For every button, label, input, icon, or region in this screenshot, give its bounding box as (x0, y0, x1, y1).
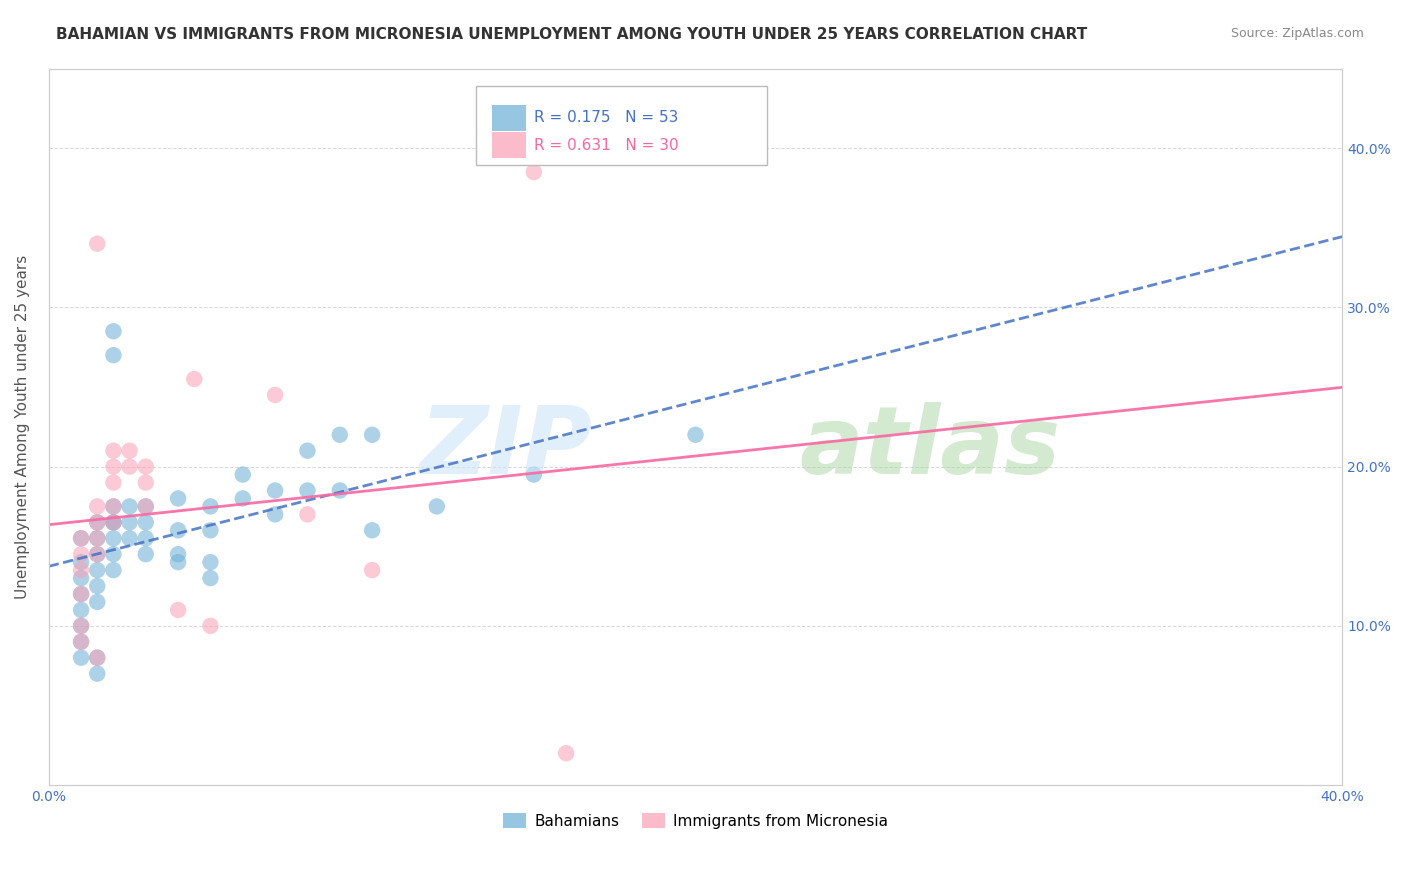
Point (86, 547, 108, 561)
Point (86, 595, 108, 609)
Point (297, 443, 319, 458)
Text: ZIP: ZIP (419, 402, 592, 494)
Point (523, 467, 546, 482)
Point (86, 666, 108, 681)
Point (167, 524, 190, 538)
Point (167, 555, 190, 569)
Point (135, 500, 157, 514)
Point (103, 531, 125, 545)
Point (103, 348, 125, 362)
Point (103, 516, 125, 530)
Point (135, 516, 157, 530)
Point (232, 491, 254, 506)
Point (86, 650, 108, 665)
Point (70, 634, 93, 648)
Point (70, 531, 93, 545)
Point (103, 500, 125, 514)
Point (297, 508, 319, 522)
Point (70, 619, 93, 633)
Point (86, 579, 108, 593)
Point (86, 547, 108, 561)
Point (200, 571, 222, 585)
Point (86, 516, 108, 530)
Text: Source: ZipAtlas.com: Source: ZipAtlas.com (1230, 27, 1364, 40)
Point (200, 524, 222, 538)
Point (329, 427, 352, 442)
Point (167, 547, 190, 561)
Point (86, 650, 108, 665)
Point (183, 372, 205, 386)
Point (523, 165, 546, 179)
Point (103, 516, 125, 530)
Point (264, 508, 287, 522)
Point (86, 516, 108, 530)
Point (555, 746, 578, 760)
Point (103, 547, 125, 561)
Point (426, 500, 449, 514)
Point (86, 500, 108, 514)
Point (86, 236, 108, 251)
Point (86, 531, 108, 545)
Point (264, 388, 287, 402)
Point (70, 547, 93, 561)
Point (118, 516, 141, 530)
Point (135, 500, 157, 514)
FancyBboxPatch shape (492, 105, 526, 131)
Point (135, 547, 157, 561)
Point (70, 619, 93, 633)
Point (70, 571, 93, 585)
Point (70, 603, 93, 617)
Text: R = 0.175   N = 53: R = 0.175 N = 53 (534, 111, 678, 126)
Point (361, 563, 384, 577)
Point (103, 516, 125, 530)
Point (232, 467, 254, 482)
Point (361, 524, 384, 538)
Point (118, 443, 141, 458)
Point (70, 587, 93, 601)
FancyBboxPatch shape (475, 87, 766, 165)
Point (297, 483, 319, 498)
Point (70, 531, 93, 545)
Y-axis label: Unemployment Among Youth under 25 years: Unemployment Among Youth under 25 years (15, 255, 30, 599)
Point (200, 555, 222, 569)
Point (135, 531, 157, 545)
Point (135, 459, 157, 474)
Text: atlas: atlas (799, 402, 1060, 494)
Point (70, 587, 93, 601)
Point (200, 619, 222, 633)
Point (118, 500, 141, 514)
Point (103, 443, 125, 458)
Point (86, 563, 108, 577)
Point (329, 483, 352, 498)
Point (103, 459, 125, 474)
FancyBboxPatch shape (492, 132, 526, 158)
Point (70, 650, 93, 665)
Point (118, 531, 141, 545)
Point (264, 483, 287, 498)
Point (118, 459, 141, 474)
Point (103, 324, 125, 338)
Point (361, 427, 384, 442)
Point (685, 427, 707, 442)
Point (70, 563, 93, 577)
Point (200, 500, 222, 514)
Point (86, 531, 108, 545)
Point (70, 555, 93, 569)
Point (103, 500, 125, 514)
Point (135, 475, 157, 490)
Point (103, 563, 125, 577)
Text: R = 0.631   N = 30: R = 0.631 N = 30 (534, 137, 679, 153)
Text: BAHAMIAN VS IMMIGRANTS FROM MICRONESIA UNEMPLOYMENT AMONG YOUTH UNDER 25 YEARS C: BAHAMIAN VS IMMIGRANTS FROM MICRONESIA U… (56, 27, 1087, 42)
Point (167, 491, 190, 506)
Point (103, 475, 125, 490)
Point (167, 603, 190, 617)
Point (70, 634, 93, 648)
Legend: Bahamians, Immigrants from Micronesia: Bahamians, Immigrants from Micronesia (498, 806, 894, 835)
